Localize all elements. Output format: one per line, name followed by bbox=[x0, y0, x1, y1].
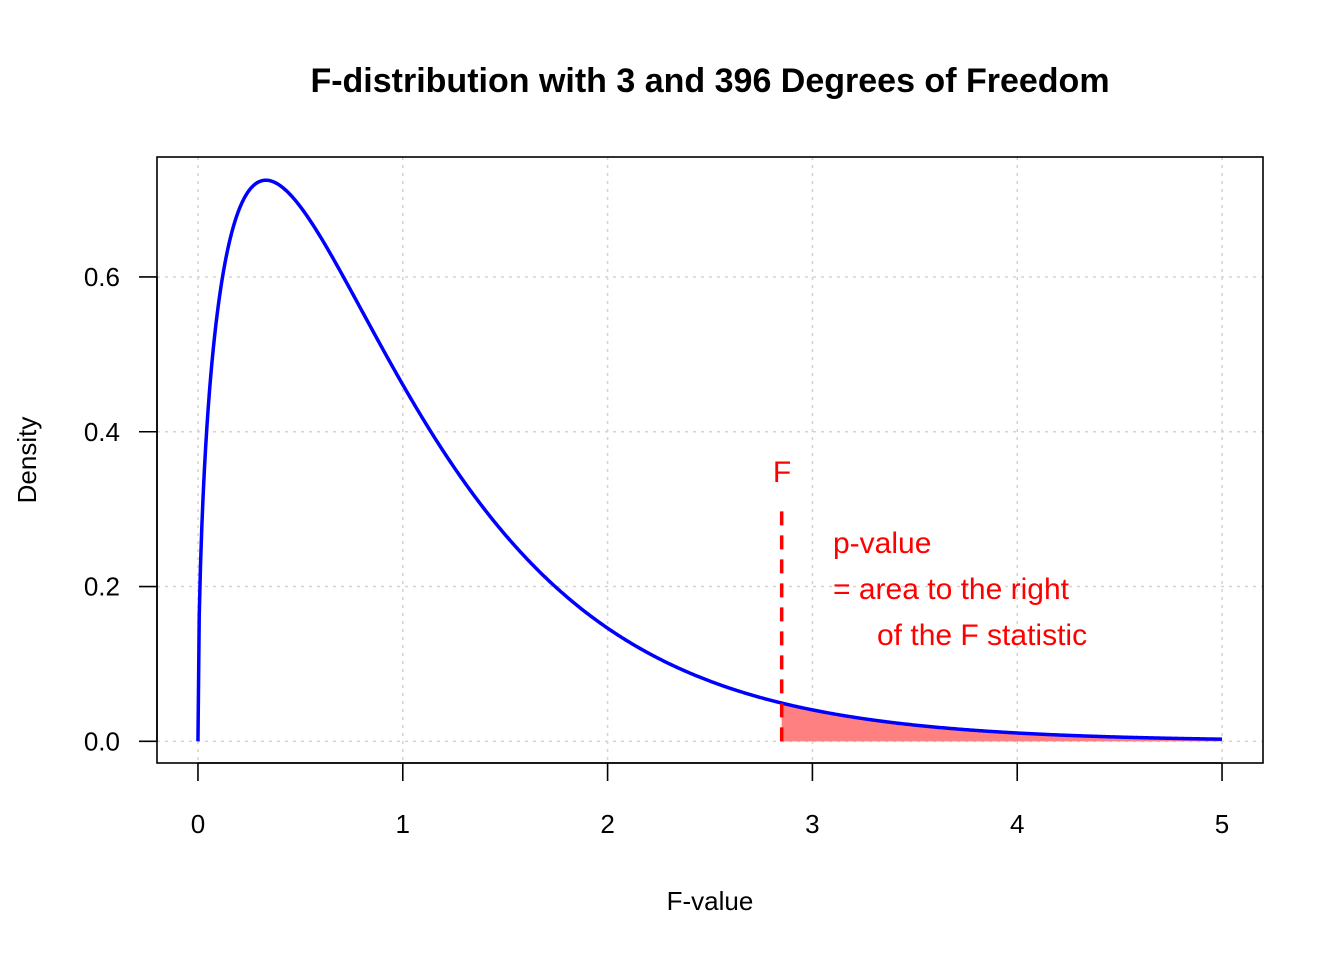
plot-frame bbox=[156, 156, 1264, 764]
x-axis: 0 1 2 3 4 5 bbox=[191, 762, 1229, 839]
y-tick-label-0.6: 0.6 bbox=[84, 262, 120, 292]
y-axis: 0.0 0.2 0.4 0.6 bbox=[84, 262, 158, 756]
x-tick-label-4: 4 bbox=[1010, 809, 1024, 839]
y-tick-label-0.4: 0.4 bbox=[84, 417, 120, 447]
x-tick-label-3: 3 bbox=[805, 809, 819, 839]
p-value-label-line3: of the F statistic bbox=[877, 619, 1087, 652]
x-tick-label-2: 2 bbox=[600, 809, 614, 839]
x-tick-label-5: 5 bbox=[1215, 809, 1229, 839]
x-tick-label-1: 1 bbox=[396, 809, 410, 839]
grid-lines bbox=[157, 157, 1263, 763]
shaded-area-layer bbox=[781, 703, 1223, 742]
p-value-shaded-area bbox=[781, 703, 1223, 742]
y-tick-label-0.2: 0.2 bbox=[84, 572, 120, 602]
p-value-label-line1: p-value bbox=[833, 527, 931, 560]
x-axis-title: F-value bbox=[667, 886, 754, 916]
f-statistic-label: F bbox=[773, 456, 791, 489]
p-value-label-line2: = area to the right bbox=[833, 573, 1070, 606]
chart-title: F-distribution with 3 and 396 Degrees of… bbox=[310, 62, 1109, 100]
density-curve bbox=[196, 178, 1223, 742]
y-axis-title: Density bbox=[12, 417, 42, 504]
curve-layer bbox=[196, 178, 1223, 742]
y-tick-label-0.0: 0.0 bbox=[84, 726, 120, 756]
x-tick-label-0: 0 bbox=[191, 809, 205, 839]
